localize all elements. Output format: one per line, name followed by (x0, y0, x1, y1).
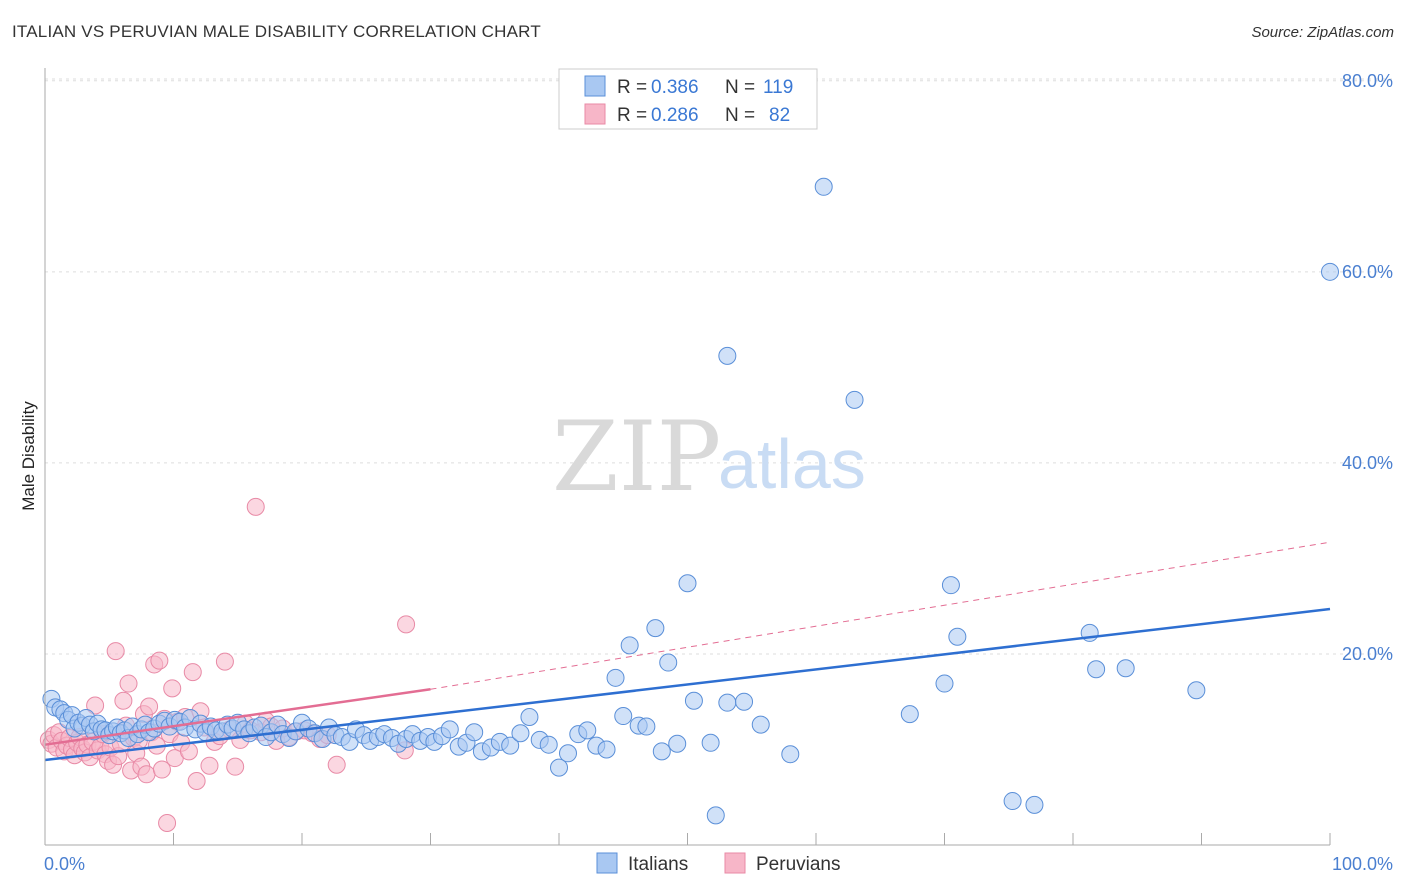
italians-point (597, 740, 616, 759)
peruvians-point (150, 651, 169, 670)
bottom-legend-italians: Italians (628, 854, 688, 875)
italians-point (751, 715, 770, 734)
peruvians-point (183, 663, 202, 682)
peruvians-point (137, 765, 156, 784)
legend-swatch-peruvians (584, 103, 606, 125)
italians-point (558, 744, 577, 763)
bottom-legend: Italians Peruvians (596, 852, 841, 875)
legend-n-value-1: 82 (769, 105, 790, 126)
italians-point (781, 745, 800, 764)
italians-point (539, 735, 558, 754)
italians-point (1116, 659, 1135, 678)
italians-point (706, 806, 725, 825)
peruvians-point (119, 674, 138, 693)
chart-title: ITALIAN VS PERUVIAN MALE DISABILITY CORR… (12, 22, 541, 41)
italians-point (1025, 795, 1044, 814)
x-tick-label-min: 0.0% (44, 854, 85, 874)
peruvians-trend-extension (430, 541, 1331, 690)
peruvians-point (163, 679, 182, 698)
peruvians-point (152, 760, 171, 779)
italians-point (550, 758, 568, 777)
trend-lines (44, 541, 1331, 762)
peruvians-point (226, 757, 245, 776)
peruvians-trend-line (44, 688, 431, 746)
legend-r-value-0: 0.386 (651, 77, 699, 98)
italians-point (845, 390, 864, 409)
italians-point (520, 707, 539, 726)
italians-point (948, 627, 967, 646)
legend-r-value-1: 0.286 (651, 105, 699, 126)
peruvians-point (246, 497, 265, 516)
y-axis-label: Male Disability (19, 401, 38, 511)
watermark-zip: ZIP (552, 401, 721, 513)
peruvians-point (200, 756, 219, 775)
peruvians-point (106, 642, 125, 661)
italians-point (440, 720, 459, 739)
peruvians-point (179, 742, 198, 761)
bottom-legend-swatch-peruvians (724, 852, 746, 874)
italians-point (1321, 262, 1339, 281)
italians-point (652, 742, 671, 761)
y-tick-label: 20.0% (1342, 644, 1393, 664)
legend-r-label-1: R = (617, 105, 647, 126)
italians-point (465, 723, 484, 742)
italians-point (1003, 792, 1022, 811)
italians-point (814, 177, 833, 196)
italians-point (1187, 681, 1206, 700)
legend-n-label-0: N = (725, 77, 755, 98)
peruvians-point (114, 691, 133, 710)
bottom-legend-peruvians: Peruvians (756, 854, 841, 875)
legend-n-value-0: 119 (763, 77, 793, 98)
peruvians-points (39, 497, 416, 833)
italians-point (614, 707, 633, 726)
legend-r-label-0: R = (617, 77, 647, 98)
legend-swatch-italians (584, 75, 606, 97)
source-label: Source: ZipAtlas.com (1251, 24, 1394, 41)
italians-point (620, 636, 639, 655)
italians-point (668, 734, 687, 753)
peruvians-point (86, 696, 105, 715)
italians-point (678, 574, 697, 593)
axis-layer: 20.0% 40.0% 60.0% 80.0% 0.0% 100.0% (44, 68, 1393, 874)
peruvians-point (397, 615, 416, 634)
italians-point (606, 668, 625, 687)
watermark-atlas: atlas (718, 425, 866, 503)
peruvians-point (158, 814, 177, 833)
bottom-legend-swatch-italians (596, 852, 618, 874)
y-tick-label: 80.0% (1342, 71, 1393, 91)
italians-point (684, 691, 703, 710)
italians-point (1087, 660, 1106, 679)
y-tick-label: 40.0% (1342, 453, 1393, 473)
italians-point (718, 693, 737, 712)
italians-trend-line (44, 607, 1331, 762)
legend-box: R = 0.386 N = 119 R = 0.286 N = 82 (558, 68, 818, 130)
peruvians-point (140, 697, 159, 716)
peruvians-point (215, 652, 234, 671)
italians-point (646, 619, 665, 638)
y-tick-label: 60.0% (1342, 262, 1393, 282)
peruvians-point (327, 755, 346, 774)
italians-point (637, 717, 656, 736)
italians-point (735, 692, 754, 711)
italians-point (900, 705, 919, 724)
italians-point (718, 346, 737, 365)
legend-n-label-1: N = (725, 105, 755, 126)
italians-point (578, 721, 597, 740)
italians-point (701, 733, 720, 752)
grid-layer (45, 78, 1395, 655)
italians-point (511, 724, 530, 743)
x-tick-label-max: 100.0% (1332, 854, 1393, 874)
peruvians-point (187, 771, 206, 790)
watermark: ZIP atlas (552, 401, 866, 513)
italians-point (501, 736, 520, 755)
italians-point (935, 674, 954, 693)
italians-point (659, 653, 678, 672)
italians-point (941, 576, 960, 595)
